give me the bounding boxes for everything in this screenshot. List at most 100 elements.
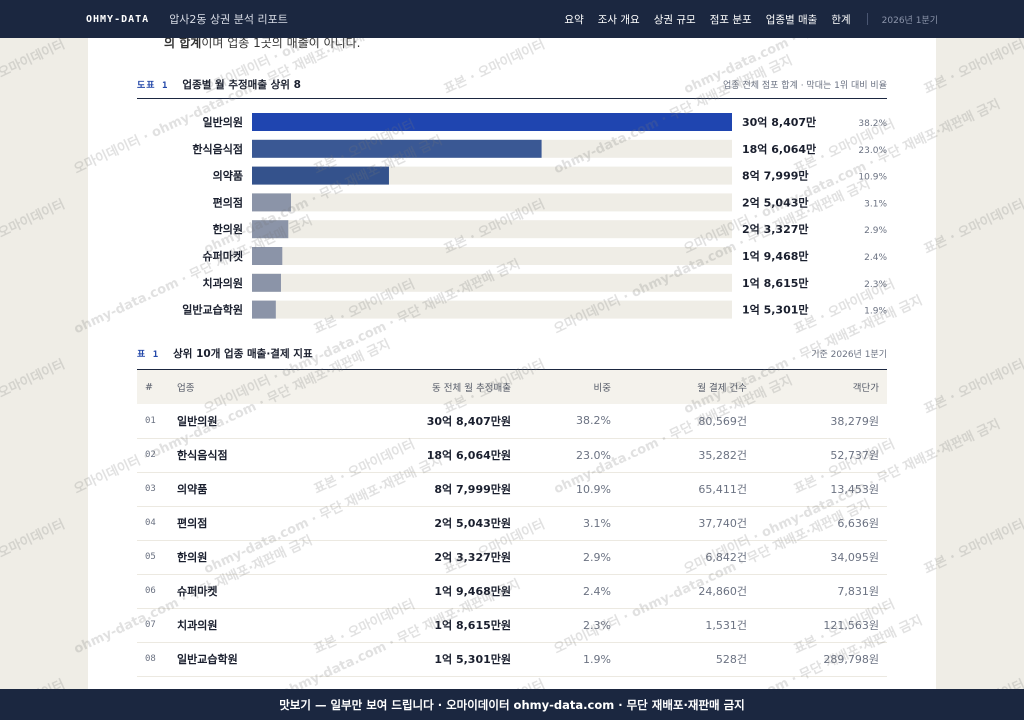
- bar-track: [252, 193, 732, 212]
- row-rank: 04: [137, 506, 169, 541]
- bar-category-label: 치과의원: [203, 276, 243, 290]
- top-navigation-bar: OHMY-DATA 압사2동 상권 분석 리포트 요약 조사 개요 상권 규모 …: [0, 0, 1024, 38]
- row-share: 2.3%: [519, 608, 619, 643]
- row-share: 10.9%: [519, 472, 619, 507]
- row-avg-price: 121,563원: [755, 608, 887, 643]
- bar-category-label: 슈퍼마켓: [203, 249, 243, 263]
- row-rank: 08: [137, 642, 169, 677]
- row-share: 2.4%: [519, 574, 619, 609]
- row-share: 2.9%: [519, 540, 619, 575]
- col-sales: 동 전체 월 추정매출: [432, 383, 511, 394]
- bar: [252, 247, 283, 265]
- report-title: 압사2동 상권 분석 리포트: [169, 13, 288, 26]
- figure1-title: 업종별 월 추정매출 상위 8: [182, 79, 301, 91]
- bar-category-label: 일반의원: [203, 115, 243, 129]
- intro-text-fragment: 이며 업종 1곳의 매출이 아니다.: [201, 38, 361, 50]
- row-rank: 01: [137, 404, 169, 439]
- bar: [252, 139, 542, 158]
- nav-menu: 요약 조사 개요 상권 규모 점포 분포 업종별 매출 한계 2026년 1분기: [564, 12, 938, 27]
- row-rank: 05: [137, 540, 169, 575]
- bar-value-label: 1억 9,468만: [742, 249, 809, 263]
- intro-paragraph-cut: 의 합계이며 업종 1곳의 매출이 아니다.: [164, 38, 361, 51]
- table1-header: 표 1 상위 10개 업종 매출·결제 지표 기준 2026년 1분기: [137, 346, 887, 361]
- row-avg-price: 13,453원: [755, 472, 887, 507]
- row-industry: 일반의원: [169, 404, 319, 439]
- row-avg-price: 34,095원: [755, 540, 887, 575]
- row-industry: 편의점: [169, 506, 319, 541]
- bar-share-label: 2.3%: [864, 280, 887, 290]
- row-sales: 8억 7,999만원: [319, 472, 519, 507]
- bar-track: [252, 247, 732, 265]
- bar-share-label: 23.0%: [858, 146, 887, 156]
- col-share: 비중: [593, 383, 611, 394]
- bar-category-label: 의약품: [213, 169, 243, 183]
- table-row: 08 일반교습학원 1억 5,301만원 1.9% 528건 289,798원: [137, 642, 887, 677]
- figure1-header: 도표 1 업종별 월 추정매출 상위 8 업종 전체 점포 합계 · 막대는 1…: [137, 77, 887, 92]
- row-share: 23.0%: [519, 438, 619, 473]
- row-sales: 2억 5,043만원: [319, 506, 519, 541]
- row-avg-price: 38,279원: [755, 404, 887, 439]
- nav-divider: [866, 13, 868, 25]
- report-page: 의 합계이며 업종 1곳의 매출이 아니다. 도표 1 업종별 월 추정매출 상…: [88, 38, 936, 690]
- bar-track: [252, 273, 732, 292]
- row-sales: 1억 9,468만원: [319, 574, 519, 609]
- row-avg-price: 52,737원: [755, 438, 887, 473]
- bar-share-label: 1.9%: [864, 307, 887, 317]
- bar-share-label: 38.2%: [858, 119, 887, 129]
- table1-title: 상위 10개 업종 매출·결제 지표: [173, 348, 313, 360]
- col-payment-count: 월 결제 건수: [697, 383, 747, 394]
- bar-value-label: 1억 5,301만: [742, 303, 809, 317]
- row-rank: 07: [137, 608, 169, 643]
- nav-item-limitations[interactable]: 한계: [831, 13, 851, 26]
- nav-item-overview[interactable]: 조사 개요: [597, 13, 640, 26]
- brand-logo[interactable]: OHMY-DATA: [86, 13, 150, 25]
- table-row: 06 슈퍼마켓 1억 9,468만원 2.4% 24,860건 7,831원: [137, 574, 887, 609]
- row-payment-count: 80,569건: [619, 404, 755, 439]
- col-industry: 업종: [177, 383, 195, 394]
- table-header-row: # 업종 동 전체 월 추정매출 비중 월 결제 건수 객단가: [137, 370, 887, 404]
- figure1-note: 업종 전체 점포 합계 · 막대는 1위 대비 비율: [723, 81, 887, 91]
- row-rank: 03: [137, 472, 169, 507]
- row-payment-count: 65,411건: [619, 472, 755, 507]
- row-share: 3.1%: [519, 506, 619, 541]
- bar-value-label: 2억 5,043만: [742, 195, 809, 209]
- row-sales: 18억 6,064만원: [319, 438, 519, 473]
- bar-value-label: 2억 3,327만: [742, 222, 809, 236]
- bar-category-label: 편의점: [213, 195, 243, 209]
- bar: [252, 113, 732, 131]
- row-share: 1.9%: [519, 642, 619, 677]
- bar-share-label: 2.4%: [864, 253, 887, 263]
- row-rank: 06: [137, 574, 169, 609]
- row-sales: 2억 3,327만원: [319, 540, 519, 575]
- table-row: 01 일반의원 30억 8,407만원 38.2% 80,569건 38,279…: [137, 404, 887, 439]
- row-industry: 치과의원: [169, 608, 319, 643]
- col-rank: #: [145, 381, 153, 393]
- table-row: 07 치과의원 1억 8,615만원 2.3% 1,531건 121,563원: [137, 608, 887, 643]
- table-row: 03 의약품 8억 7,999만원 10.9% 65,411건 13,453원: [137, 472, 887, 507]
- nav-item-sales-by-industry[interactable]: 업종별 매출: [765, 13, 818, 26]
- intro-bold-fragment: 의 합계: [164, 38, 202, 50]
- bar-track: [252, 220, 732, 239]
- watermark-text: 표본 · 오마이데이터: [0, 37, 68, 97]
- watermark-text: 표본 · 오마이데이터: [0, 517, 68, 577]
- sales-bar-chart: 일반의원 30억 8,407만 38.2% 한식음식점 18억 6,064만 23.0% 의…: [182, 113, 887, 319]
- table-row: 04 편의점 2억 5,043만원 3.1% 37,740건 6,636원: [137, 506, 887, 541]
- row-industry: 슈퍼마켓: [169, 574, 319, 609]
- industry-metrics-table: # 업종 동 전체 월 추정매출 비중 월 결제 건수 객단가 01 일반의원 …: [137, 370, 887, 677]
- row-payment-count: 6,842건: [619, 540, 755, 575]
- table1-rule: [137, 369, 887, 370]
- figure1-rule: [137, 98, 887, 99]
- figure1-tag: 도표 1: [137, 81, 169, 91]
- row-rank: 02: [137, 438, 169, 473]
- bar-value-label: 8억 7,999만: [742, 169, 809, 183]
- row-sales: 1억 8,615만원: [319, 608, 519, 643]
- bar-category-label: 일반교습학원: [182, 303, 243, 317]
- bar-category-label: 한식음식점: [192, 142, 243, 156]
- bar: [252, 166, 389, 185]
- bar-share-label: 3.1%: [864, 199, 887, 209]
- nav-item-summary[interactable]: 요약: [564, 13, 584, 26]
- bar-share-label: 2.9%: [864, 226, 887, 236]
- nav-item-store-distribution[interactable]: 점포 분포: [709, 13, 752, 26]
- watermark-text: 표본 · 오마이데이터: [0, 357, 68, 417]
- nav-item-market-size[interactable]: 상권 규모: [653, 13, 696, 26]
